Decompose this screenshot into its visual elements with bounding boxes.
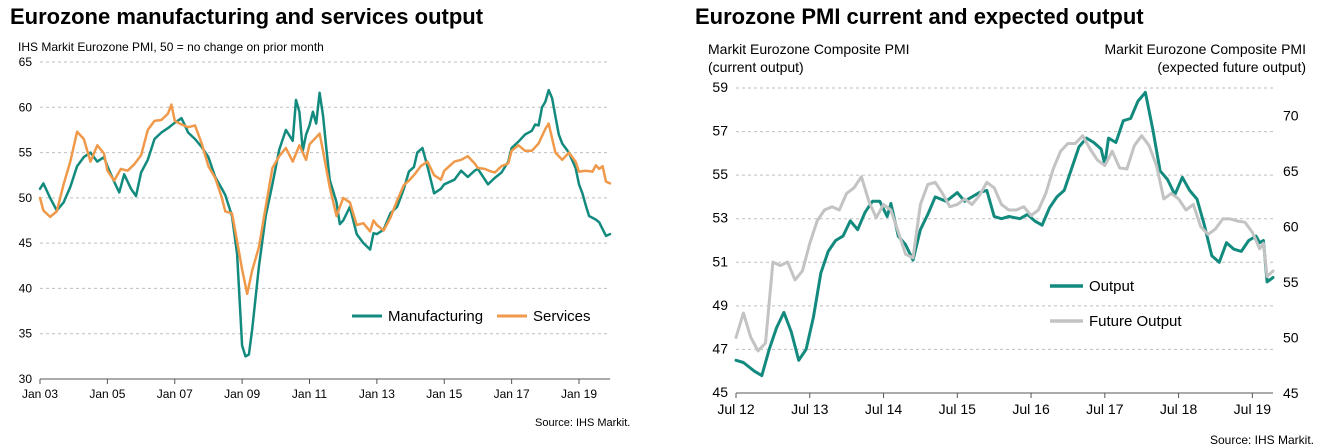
x-tick-label: Jan 05 <box>89 387 125 401</box>
manufacturing-services-chart-panel: Eurozone manufacturing and services outp… <box>0 0 650 448</box>
chart-subtitle: IHS Markit Eurozone PMI, 50 = no change … <box>18 40 324 54</box>
chart-source: Source: IHS Markit. <box>1209 433 1314 447</box>
series-line-manufacturing <box>38 88 612 358</box>
legend-label: Manufacturing <box>388 308 483 325</box>
y-tick-label: 65 <box>19 55 33 69</box>
legend-label: Services <box>533 308 591 325</box>
x-tick-label: Jan 07 <box>157 387 193 401</box>
y2-tick-label: 45 <box>1283 385 1299 401</box>
chart-plot: 30 35 40 45 50 55 60 65 Jan 03 Jan 05 Jan 07 Jan 09… <box>19 55 612 401</box>
y-tick-label: 30 <box>19 372 33 386</box>
chart-title: Eurozone manufacturing and services outp… <box>10 4 484 29</box>
y2-tick-label: 60 <box>1283 219 1299 235</box>
y2-tick-label: 65 <box>1283 163 1299 179</box>
y-tick-label: 60 <box>19 100 33 114</box>
y-tick-label: 59 <box>712 79 728 95</box>
x-tick-label: Jul 16 <box>1012 401 1050 417</box>
pmi-current-expected-chart-panel: Eurozone PMI current and expected output… <box>650 0 1322 448</box>
x-tick-label: Jan 09 <box>224 387 260 401</box>
y-tick-label: 40 <box>19 281 33 295</box>
chart-title: Eurozone PMI current and expected output <box>695 4 1144 29</box>
legend-label: Future Output <box>1089 313 1182 330</box>
left-axis-title: Markit Eurozone Composite PMI (current o… <box>708 41 910 75</box>
x-tick-label: Jul 12 <box>717 401 755 417</box>
right-axis-title: Markit Eurozone Composite PMI (expected … <box>1104 41 1306 75</box>
chart-source: Source: IHS Markit. <box>535 417 631 429</box>
y-tick-label: 47 <box>712 340 728 356</box>
y-tick-label: 57 <box>712 123 728 139</box>
y-tick-label: 45 <box>712 384 728 400</box>
x-tick-label: Jul 15 <box>939 401 977 417</box>
y-tick-label: 55 <box>19 146 33 160</box>
x-tick-label: Jan 03 <box>22 387 58 401</box>
x-tick-label: Jan 11 <box>292 387 327 401</box>
legend-label: Output <box>1089 278 1135 295</box>
series-line-future-output <box>734 134 1275 353</box>
y-tick-label: 49 <box>712 297 728 313</box>
y-tick-label: 53 <box>712 210 728 226</box>
series-line-output <box>734 90 1275 378</box>
x-tick-label: Jul 17 <box>1086 401 1124 417</box>
x-tick-label: Jan 15 <box>426 387 462 401</box>
x-tick-label: Jul 18 <box>1160 401 1198 417</box>
x-tick-label: Jul 14 <box>865 401 903 417</box>
y-tick-label: 35 <box>19 327 33 341</box>
y-tick-label: 50 <box>19 191 33 205</box>
y-tick-label: 51 <box>712 253 728 269</box>
x-tick-label: Jul 19 <box>1234 401 1272 417</box>
x-tick-label: Jan 17 <box>494 387 530 401</box>
y-tick-label: 55 <box>712 166 728 182</box>
y-tick-label: 45 <box>19 236 33 250</box>
x-tick-label: Jan 13 <box>359 387 395 401</box>
x-tick-label: Jul 13 <box>791 401 829 417</box>
series-line-services <box>38 103 612 296</box>
y2-tick-label: 70 <box>1283 108 1299 124</box>
chart-plot: 45 47 49 51 53 55 57 59 45 50 55 60 65 70 Jul 12 Jul 13… <box>712 79 1299 417</box>
y2-tick-label: 50 <box>1283 330 1299 346</box>
y2-tick-label: 55 <box>1283 274 1299 290</box>
x-tick-label: Jan 19 <box>561 387 597 401</box>
